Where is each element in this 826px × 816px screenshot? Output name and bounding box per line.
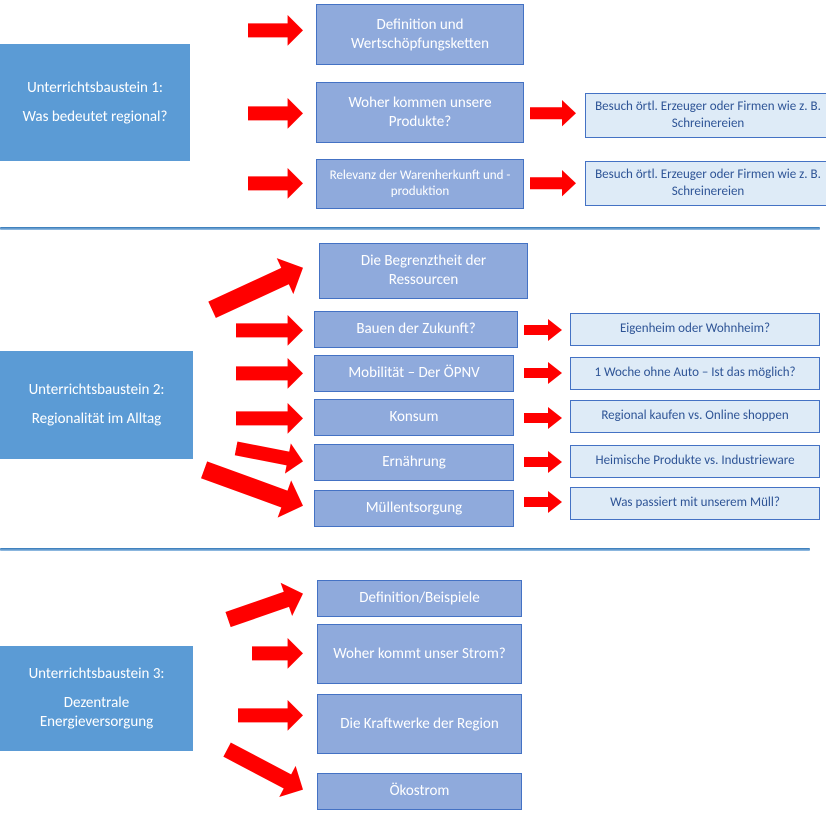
arrow-icon — [252, 636, 320, 671]
arrow-icon — [524, 317, 575, 343]
topic-label: Mobilität – Der ÖPNV — [348, 364, 479, 383]
section-title: Unterrichtsbaustein 1: — [27, 79, 163, 98]
example-label: Was passiert mit unserem Müll? — [610, 495, 780, 511]
example-label: 1 Woche ohne Auto – Ist das möglich? — [594, 365, 795, 381]
arrow-icon — [236, 313, 320, 348]
topic-label: Definition und Wertschöpfungsketten — [323, 16, 517, 54]
example-label: Regional kaufen vs. Online shoppen — [601, 408, 788, 424]
topic-box: Relevanz der Warenherkunft und -produkti… — [316, 159, 524, 209]
example-box: Besuch örtl. Erzeuger oder Firmen wie z.… — [585, 93, 826, 138]
topic-box: Mobilität – Der ÖPNV — [314, 355, 514, 392]
topic-label: Die Kraftwerke der Region — [340, 715, 498, 734]
arrow-icon — [248, 96, 320, 131]
section-divider — [0, 227, 820, 230]
example-box: Eigenheim oder Wohnheim? — [570, 313, 820, 346]
example-label: Heimische Produkte vs. Industrieware — [595, 453, 794, 469]
arrow-icon — [218, 733, 330, 816]
topic-box: Bauen der Zukunft? — [314, 311, 518, 348]
arrow-icon — [236, 356, 320, 391]
topic-label: Konsum — [389, 408, 438, 427]
arrow-icon — [248, 166, 320, 201]
section-box: Unterrichtsbaustein 1: Was bedeutet regio… — [0, 44, 190, 161]
arrow-icon — [524, 489, 575, 515]
topic-label: Ökostrom — [390, 782, 450, 801]
topic-box: Ernährung — [314, 444, 514, 481]
arrow-icon — [530, 168, 591, 198]
example-box: 1 Woche ohne Auto – Ist das möglich? — [570, 357, 820, 390]
section-subtitle: Was bedeutet regional? — [23, 108, 168, 127]
section-title: Unterrichtsbaustein 3: — [29, 665, 165, 684]
example-label: Besuch örtl. Erzeuger oder Firmen wie z.… — [592, 99, 824, 132]
arrow-icon — [524, 405, 575, 431]
example-box: Regional kaufen vs. Online shoppen — [570, 400, 820, 433]
topic-box: Die Kraftwerke der Region — [317, 694, 522, 754]
example-label: Eigenheim oder Wohnheim? — [620, 321, 770, 337]
topic-label: Die Begrenztheit der Ressourcen — [326, 252, 521, 290]
topic-label: Woher kommen unsere Produkte? — [323, 94, 517, 132]
example-box: Was passiert mit unserem Müll? — [570, 487, 820, 520]
arrow-icon — [236, 401, 320, 436]
arrow-icon — [524, 360, 575, 386]
arrow-icon — [248, 13, 320, 48]
section-box: Unterrichtsbaustein 3: Dezentrale Energie… — [0, 646, 193, 751]
topic-box: Woher kommt unser Strom? — [317, 624, 522, 684]
topic-box: Woher kommen unsere Produkte? — [316, 82, 524, 143]
section-subtitle: Dezentrale Energieversorgung — [6, 694, 187, 732]
arrow-icon — [524, 449, 575, 475]
topic-box: Konsum — [314, 399, 514, 436]
topic-label: Müllentsorgung — [366, 499, 463, 518]
topic-label: Relevanz der Warenherkunft und -produkti… — [323, 168, 517, 201]
topic-box: Ökostrom — [317, 773, 522, 810]
topic-box: Müllentsorgung — [314, 490, 514, 527]
example-box: Heimische Produkte vs. Industrieware — [570, 445, 820, 478]
arrow-icon — [238, 698, 320, 733]
example-box: Besuch örtl. Erzeuger oder Firmen wie z.… — [585, 161, 826, 206]
arrow-icon — [222, 569, 328, 638]
section-subtitle: Regionalität im Alltag — [32, 410, 161, 429]
example-label: Besuch örtl. Erzeuger oder Firmen wie z.… — [592, 167, 824, 200]
topic-box: Definition und Wertschöpfungsketten — [316, 4, 524, 65]
topic-box: Die Begrenztheit der Ressourcen — [319, 243, 528, 299]
arrow-icon — [530, 98, 591, 128]
section-divider — [0, 548, 810, 551]
topic-label: Ernährung — [382, 453, 446, 472]
section-title: Unterrichtsbaustein 2: — [29, 381, 165, 400]
topic-label: Woher kommt unser Strom? — [333, 645, 506, 664]
topic-label: Bauen der Zukunft? — [356, 320, 475, 339]
topic-label: Definition/Beispiele — [359, 589, 479, 608]
section-box: Unterrichtsbaustein 2: Regionalität im Al… — [0, 351, 193, 459]
topic-box: Definition/Beispiele — [317, 580, 522, 617]
